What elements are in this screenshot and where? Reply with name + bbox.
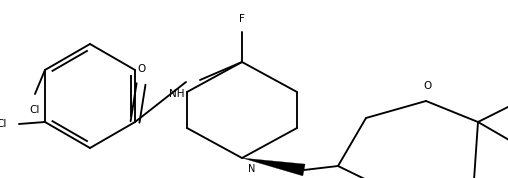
Polygon shape [242,158,305,176]
Text: O: O [423,81,431,91]
Text: F: F [239,14,245,24]
Text: Cl: Cl [30,105,40,115]
Text: NH: NH [169,89,184,99]
Text: O: O [137,64,145,74]
Text: N: N [248,164,256,174]
Text: Cl: Cl [0,119,7,129]
